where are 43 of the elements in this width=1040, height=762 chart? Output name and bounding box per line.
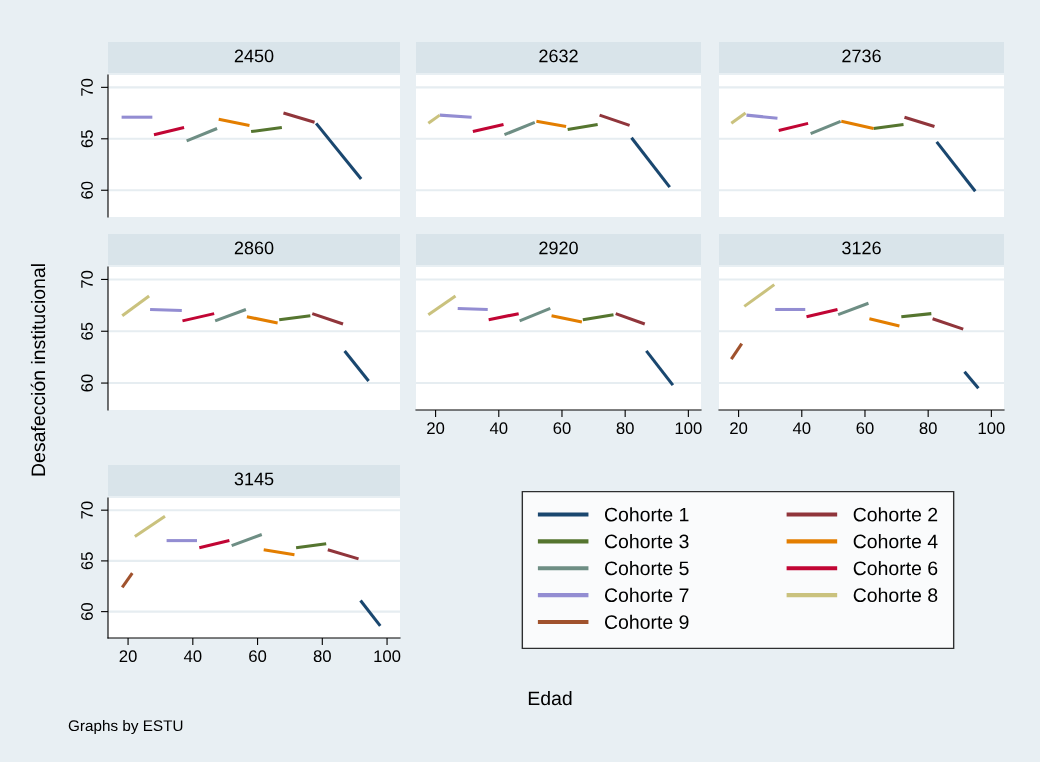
legend-label: Cohorte 4 [853, 534, 938, 549]
x-tick-label: 100 [675, 422, 702, 435]
x-axis-title: Edad [528, 690, 572, 706]
y-tick-label: 60 [81, 181, 93, 199]
chart-title: 2920 [539, 241, 578, 255]
x-tick-label: 40 [183, 650, 202, 663]
chart-title: 2860 [234, 241, 274, 255]
legend-label: Cohorte 8 [853, 587, 938, 603]
legend-label: Cohorte 6 [853, 560, 938, 576]
legend-label: Cohorte 3 [604, 534, 689, 549]
legend-label: Cohorte 9 [604, 614, 689, 629]
chart-title: 2450 [234, 49, 274, 63]
y-tick-label: 70 [81, 78, 93, 96]
legend-label: Cohorte 2 [853, 507, 938, 522]
y-tick-label: 60 [81, 603, 93, 621]
y-tick-label: 65 [81, 322, 93, 340]
x-tick-label: 60 [553, 422, 571, 435]
x-tick-label: 60 [856, 422, 874, 435]
legend-label: Cohorte 7 [604, 587, 689, 603]
x-tick-label: 100 [978, 422, 1005, 435]
chart-title: 2632 [539, 49, 578, 63]
x-tick-label: 40 [489, 422, 508, 435]
legend-label: Cohorte 5 [604, 560, 689, 576]
y-tick-label: 65 [81, 130, 93, 148]
x-tick-label: 80 [616, 422, 634, 435]
y-axis-title: Desafección institucional [30, 264, 46, 476]
x-tick-label: 40 [792, 422, 811, 435]
y-tick-label: 70 [81, 501, 93, 519]
x-tick-label: 80 [313, 650, 331, 663]
x-tick-label: 20 [730, 422, 748, 435]
y-tick-label: 70 [81, 270, 93, 288]
chart-title: 3126 [842, 241, 881, 255]
text: Graphs by ESTU [68, 719, 183, 735]
x-tick-label: 60 [249, 650, 267, 663]
y-tick-label: 65 [81, 552, 93, 570]
x-tick-label: 100 [374, 650, 401, 663]
y-tick-label: 60 [81, 374, 93, 392]
chart-title: 3145 [234, 472, 274, 486]
legend-label: Cohorte 1 [604, 507, 689, 522]
x-tick-label: 20 [119, 650, 137, 663]
x-tick-label: 80 [919, 422, 937, 435]
chart-title: 2736 [842, 49, 881, 63]
x-tick-label: 20 [427, 422, 445, 435]
